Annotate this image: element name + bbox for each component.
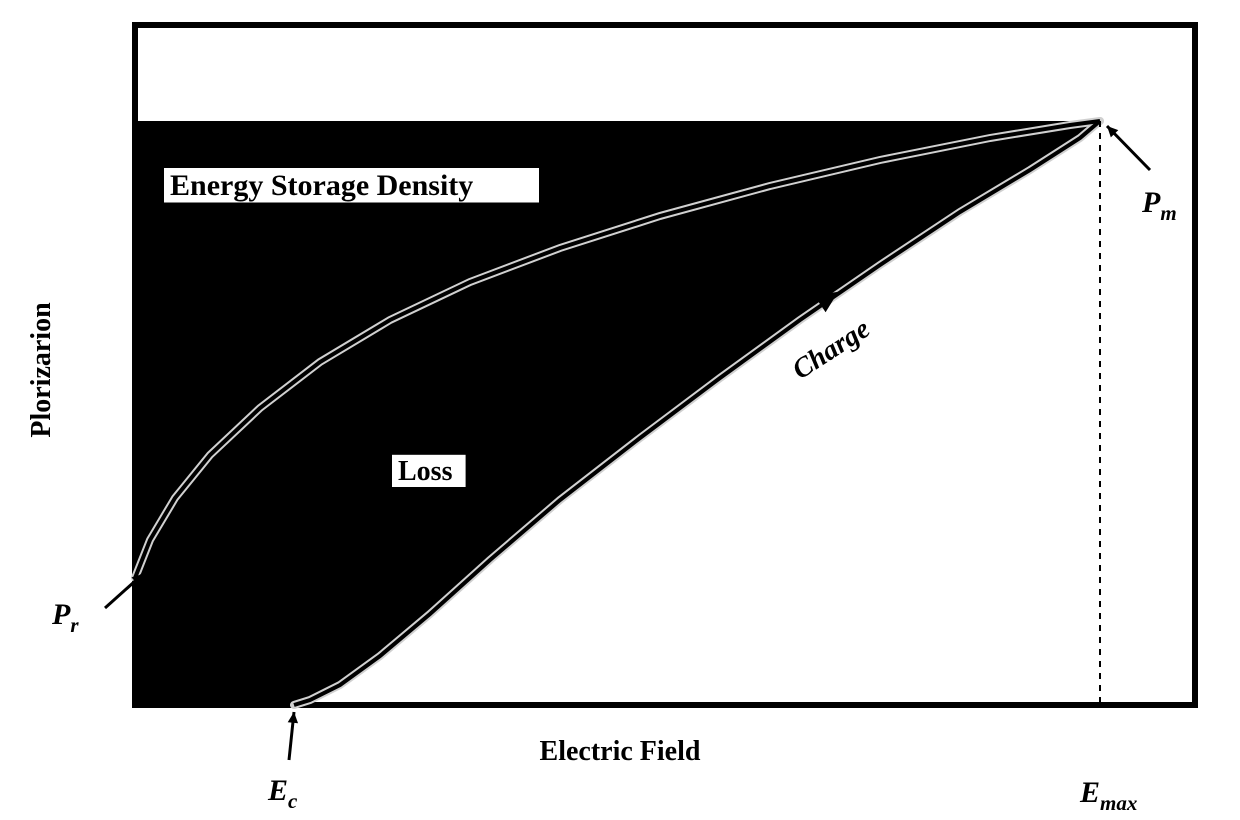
svg-text:Loss: Loss (398, 456, 453, 487)
loss-label: Loss (392, 455, 466, 487)
x-axis-label: Electric Field (540, 736, 701, 767)
svg-text:Ec: Ec (267, 774, 298, 813)
ec-annotation: Ec (267, 712, 298, 813)
svg-text:Pm: Pm (1141, 186, 1177, 225)
y-axis-label: Plorizarion (26, 302, 57, 438)
svg-text:Pr: Pr (51, 598, 79, 637)
diagram-svg: Energy Storage Density Loss Charge Pr Pm… (0, 0, 1240, 820)
hysteresis-diagram: Energy Storage Density Loss Charge Pr Pm… (0, 0, 1240, 820)
pm-annotation: Pm (1107, 126, 1177, 225)
pr-annotation: Pr (51, 574, 143, 637)
svg-text:Energy Storage Density: Energy Storage Density (170, 169, 473, 202)
emax-label: Emax (1079, 776, 1137, 815)
energy-storage-label: Energy Storage Density (164, 168, 539, 203)
